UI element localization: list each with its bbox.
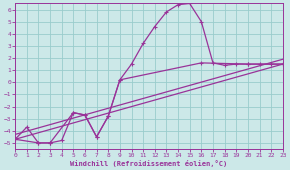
X-axis label: Windchill (Refroidissement éolien,°C): Windchill (Refroidissement éolien,°C) [70, 159, 228, 167]
